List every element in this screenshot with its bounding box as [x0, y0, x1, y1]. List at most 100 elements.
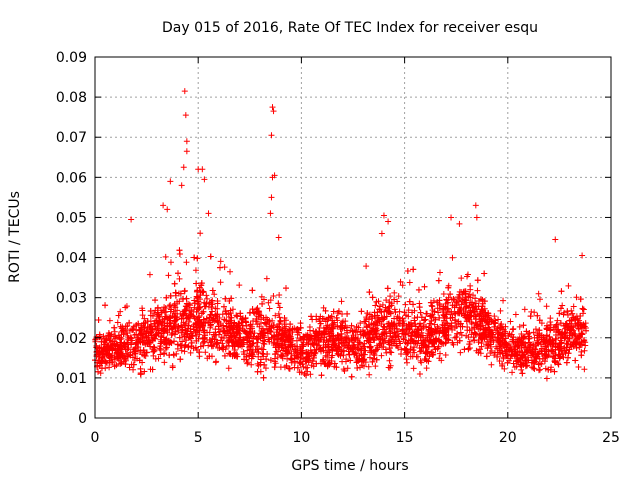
data-point [221, 352, 228, 359]
data-point [425, 358, 432, 365]
data-point [114, 319, 121, 326]
data-point [543, 351, 550, 358]
data-point [403, 322, 410, 329]
data-point [465, 334, 472, 341]
data-point [422, 316, 429, 323]
data-point [149, 366, 156, 373]
data-point [93, 344, 100, 351]
data-point [299, 341, 306, 348]
data-point [444, 320, 451, 327]
data-point [418, 359, 425, 366]
data-point [417, 309, 424, 316]
data-point [449, 302, 456, 309]
data-point [579, 305, 586, 312]
data-point [423, 334, 430, 341]
data-point [301, 370, 308, 377]
data-point [303, 349, 310, 356]
data-point [577, 312, 584, 319]
data-point [512, 311, 519, 318]
data-point [366, 354, 373, 361]
data-point [523, 348, 530, 355]
data-point [383, 329, 390, 336]
data-point [289, 343, 296, 350]
data-point [568, 307, 575, 314]
data-point [386, 364, 393, 371]
data-point [536, 296, 543, 303]
data-point [434, 299, 441, 306]
data-point [353, 323, 360, 330]
data-point [137, 349, 144, 356]
data-point [236, 282, 243, 289]
data-point [491, 313, 498, 320]
data-point [271, 364, 278, 371]
data-point [483, 341, 490, 348]
data-point [406, 321, 413, 328]
data-point [121, 340, 128, 347]
data-point [466, 302, 473, 309]
data-point [478, 315, 485, 322]
data-point [427, 299, 434, 306]
data-point [191, 297, 198, 304]
data-point [291, 358, 298, 365]
data-point [276, 320, 283, 327]
data-point [277, 364, 284, 371]
data-point [573, 340, 580, 347]
data-point [276, 292, 283, 299]
data-point [192, 267, 199, 274]
data-point [260, 374, 267, 381]
data-point [563, 347, 570, 354]
data-point [149, 313, 156, 320]
data-point [160, 202, 167, 209]
data-point [95, 357, 102, 364]
data-point [476, 312, 483, 319]
data-point [270, 108, 277, 115]
data-point [393, 325, 400, 332]
data-point [259, 330, 266, 337]
data-point [474, 287, 481, 294]
data-point [299, 349, 306, 356]
data-point [488, 329, 495, 336]
data-point [181, 331, 188, 338]
data-point [553, 322, 560, 329]
data-point [312, 332, 319, 339]
data-point [338, 324, 345, 331]
data-point [161, 359, 168, 366]
data-point [367, 343, 374, 350]
data-point [124, 353, 131, 360]
data-point [500, 355, 507, 362]
data-point [338, 348, 345, 355]
data-point [128, 341, 135, 348]
data-point [360, 357, 367, 364]
data-point [258, 345, 265, 352]
data-point [545, 338, 552, 345]
data-point [445, 337, 452, 344]
data-point [577, 296, 584, 303]
data-point [201, 176, 208, 183]
data-point [447, 322, 454, 329]
data-point [572, 334, 579, 341]
data-point [569, 310, 576, 317]
data-point [430, 340, 437, 347]
data-point [543, 332, 550, 339]
data-point [405, 330, 412, 337]
data-point [482, 329, 489, 336]
data-point [163, 344, 170, 351]
data-point [130, 366, 137, 373]
data-point [474, 277, 481, 284]
data-point [466, 327, 473, 334]
data-point [553, 331, 560, 338]
data-point [481, 270, 488, 277]
data-point [423, 310, 430, 317]
data-point [557, 353, 564, 360]
data-point [279, 353, 286, 360]
data-point [329, 352, 336, 359]
data-point [462, 290, 469, 297]
data-point [521, 333, 528, 340]
data-point [191, 254, 198, 261]
data-point [287, 339, 294, 346]
data-point [116, 353, 123, 360]
data-point [434, 305, 441, 312]
data-point [457, 349, 464, 356]
data-point [370, 355, 377, 362]
data-point [254, 339, 261, 346]
